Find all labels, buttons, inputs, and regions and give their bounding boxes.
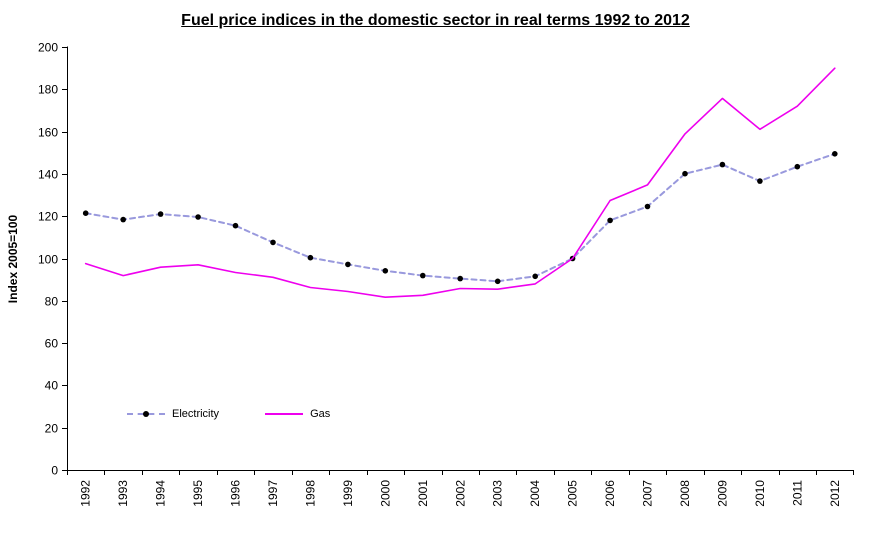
x-tick-label: 1993 (116, 480, 130, 507)
y-tick-label: 180 (38, 83, 58, 97)
x-tick-label: 2003 (491, 480, 505, 507)
y-tick-label: 20 (45, 422, 59, 436)
electricity-data-point-marker (719, 161, 726, 168)
electricity-data-point-marker (195, 214, 201, 220)
y-tick-label: 80 (45, 295, 59, 309)
x-tick-label: 2010 (753, 480, 767, 507)
electricity-data-point-marker (532, 273, 538, 280)
electricity-line (84, 152, 836, 283)
electricity-data-point-marker (794, 163, 801, 170)
x-tick-label: 1995 (191, 480, 205, 507)
x-tick-label: 1994 (154, 480, 168, 507)
x-tick-label: 1992 (79, 480, 93, 507)
y-tick-label: 120 (38, 210, 58, 224)
gas-line-sample-icon (265, 413, 304, 415)
electricity-data-point-marker (757, 178, 763, 184)
electricity-data-point-marker (382, 268, 389, 274)
y-tick-label: 0 (51, 464, 58, 478)
x-tick-label: 2007 (641, 480, 655, 507)
x-tick-label: 2001 (416, 480, 430, 507)
electricity-data-point-marker (345, 261, 351, 268)
electricity-data-point-marker (232, 222, 239, 229)
electricity-data-point-marker (494, 278, 501, 285)
x-tick-label: 2009 (715, 480, 729, 507)
legend-item-electricity: Electricity (127, 408, 219, 420)
electricity-data-point-marker (682, 170, 688, 177)
x-tick-label: 2006 (603, 480, 617, 507)
electricity-data-point-marker (420, 272, 426, 279)
legend-item-gas: Gas (265, 408, 330, 420)
x-tick-label: 2002 (453, 480, 467, 507)
electricity-data-point-marker (607, 217, 613, 224)
x-tick-label: 2005 (566, 480, 580, 507)
electricity-data-point-marker (644, 203, 651, 210)
legend-label-gas: Gas (310, 408, 331, 420)
y-tick-label: 100 (38, 253, 58, 267)
chart-title: Fuel price indices in the domestic secto… (181, 12, 690, 29)
y-tick-label: 140 (38, 168, 58, 182)
x-tick-label: 1999 (341, 480, 355, 507)
x-tick-label: 1998 (303, 480, 317, 507)
legend-label-electricity: Electricity (172, 408, 220, 420)
electricity-data-point-marker (120, 216, 126, 223)
electricity-data-point-marker (82, 210, 89, 216)
x-tick-label: 1997 (266, 480, 280, 507)
electricity-data-point-marker (307, 254, 314, 261)
electricity-data-point-marker (157, 211, 164, 217)
y-tick-label: 200 (38, 41, 58, 55)
x-tick-label: 2000 (378, 480, 392, 507)
axes-group (62, 46, 854, 475)
electricity-data-point-marker (270, 239, 276, 246)
x-tick-label: 2004 (528, 480, 542, 507)
gas-line (84, 67, 836, 299)
electricity-line-sample-icon (127, 411, 165, 417)
y-tick-label: 160 (38, 126, 58, 140)
x-tick-label: 2012 (828, 480, 842, 507)
y-tick-label: 60 (45, 337, 59, 351)
electricity-marker-icon (143, 411, 149, 417)
x-tick-label: 2011 (790, 480, 804, 506)
electricity-data-point-marker (457, 275, 464, 282)
x-tick-label: 1996 (229, 480, 243, 507)
legend: Electricity Gas (127, 404, 330, 424)
x-tick-label: 2008 (678, 480, 692, 507)
electricity-data-point-marker (832, 151, 838, 157)
y-tick-label: 40 (45, 379, 59, 393)
